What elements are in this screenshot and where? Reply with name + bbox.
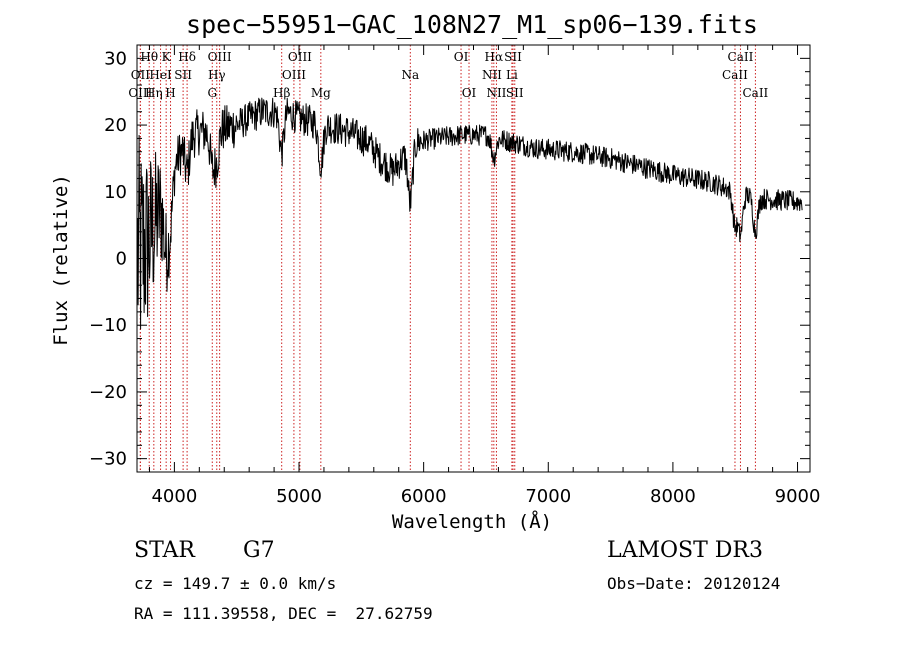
spectral-line-label: NII (486, 86, 506, 100)
x-tick-label: 8000 (650, 486, 696, 507)
spectral-line-label: OIII (288, 50, 312, 64)
spectral-line-label: CaII (742, 86, 768, 100)
spectral-line-label: OI (454, 50, 469, 64)
y-tick-label: 10 (104, 182, 127, 203)
x-tick-label: 5000 (276, 486, 322, 507)
survey-name: LAMOST DR3 (607, 538, 763, 563)
sky-coordinates: RA = 111.39558, DEC = 27.62759 (134, 604, 433, 623)
spectral-line-label: OIII (128, 86, 152, 100)
spectral-line-label: H (165, 86, 175, 100)
spectrum-series (137, 97, 803, 330)
spectral-line-label: Hη (145, 86, 163, 100)
spectral-line-label: OIII (208, 50, 232, 64)
spectral-line-label: Hδ (178, 50, 196, 64)
spectral-line-label: OIII (282, 68, 306, 82)
spectral-line-markers (139, 45, 756, 472)
spectral-line-label: NII (482, 68, 502, 82)
spectral-line-label: Hθ (140, 50, 158, 64)
object-class: STAR (134, 538, 195, 563)
spectral-line-label: CaII (728, 50, 754, 64)
observation-date: Obs−Date: 20120124 (607, 574, 781, 593)
spectral-line-label: SII (506, 86, 524, 100)
spectral-line-label: Li (506, 68, 518, 82)
y-tick-label: −10 (89, 315, 127, 336)
y-axis-label: Flux (relative) (50, 174, 72, 346)
x-axis-label: Wavelength (Å) (392, 510, 552, 533)
spectral-line-label: Hγ (208, 68, 226, 82)
spectral-line-label: Na (401, 68, 419, 82)
spectral-line-label: SII (174, 68, 192, 82)
y-tick-label: −30 (89, 449, 127, 470)
spectral-line-label: SII (504, 50, 522, 64)
y-axis-ticks: −30 −20 −10 0 10 20 30 (89, 48, 810, 470)
plot-frame (136, 44, 811, 473)
chart-title: spec−55951−GAC_108N27_M1_sp06−139.fits (186, 10, 758, 39)
x-tick-label: 9000 (775, 486, 821, 507)
y-tick-label: 20 (104, 115, 127, 136)
spectral-line-label: OII (131, 68, 151, 82)
y-tick-label: 0 (116, 249, 127, 270)
spectral-line-label: Mg (311, 86, 331, 100)
spectral-line-label: OI (462, 86, 477, 100)
spectral-line-labels: Hθ OII OIII HeI Hη K H SII Hδ Hγ G OIII Hβ OIII OIII Mg… (128, 50, 768, 100)
x-tick-label: 6000 (401, 486, 447, 507)
spectral-line-label: Hα (485, 50, 504, 64)
spectral-line-label: Hβ (273, 86, 290, 100)
spectral-line-label: HeI (149, 68, 172, 82)
spectral-line-label: CaII (722, 68, 748, 82)
object-subclass: G7 (243, 538, 275, 563)
y-tick-label: 30 (104, 48, 127, 69)
spectral-line-label: K (162, 50, 172, 64)
redshift-value: cz = 149.7 ± 0.0 km/s (134, 574, 337, 593)
x-tick-label: 7000 (525, 486, 571, 507)
spectral-line-label: G (207, 86, 217, 100)
spectrum-line (137, 97, 803, 330)
y-tick-label: −20 (89, 382, 127, 403)
x-axis-ticks: 4000 5000 6000 7000 8000 9000 (148, 45, 821, 507)
x-tick-label: 4000 (151, 486, 197, 507)
